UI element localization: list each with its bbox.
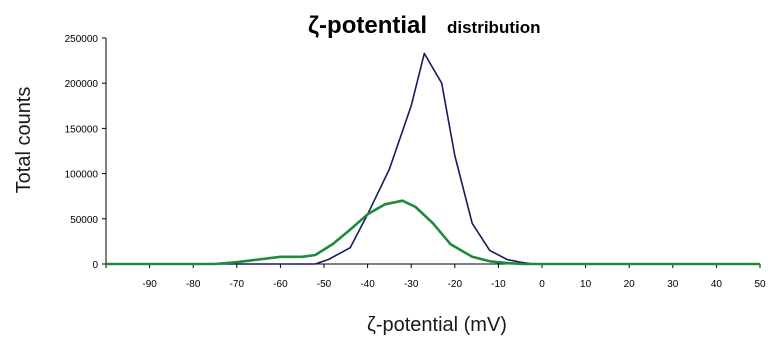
chart-title: ζ-potential bbox=[308, 12, 427, 39]
chart-subtitle: distribution bbox=[447, 18, 540, 37]
x-tick-label: 50 bbox=[754, 279, 766, 290]
x-tick-label: -90 bbox=[142, 279, 157, 290]
y-tick-label: 100000 bbox=[65, 170, 99, 181]
series-line-2 bbox=[106, 199, 760, 266]
series-line-1 bbox=[106, 52, 760, 265]
y-axis-label: Total counts bbox=[13, 87, 35, 194]
x-tick-label: -70 bbox=[230, 279, 245, 290]
x-tick-label: 40 bbox=[711, 279, 723, 290]
x-tick-label: 0 bbox=[539, 279, 545, 290]
x-tick-label: -80 bbox=[186, 279, 201, 290]
x-tick-label: -40 bbox=[360, 279, 375, 290]
y-tick-label: 150000 bbox=[65, 124, 99, 135]
x-tick-label: -30 bbox=[404, 279, 419, 290]
y-tick-label: 50000 bbox=[70, 215, 98, 226]
x-tick-label: 30 bbox=[667, 279, 679, 290]
x-tick-label: 10 bbox=[580, 279, 592, 290]
x-tick-label: -20 bbox=[448, 279, 463, 290]
y-tick-label: 0 bbox=[92, 260, 98, 271]
axes bbox=[105, 38, 760, 265]
y-tick-label: 250000 bbox=[65, 34, 99, 45]
x-tick-label: -50 bbox=[317, 279, 332, 290]
series-layer bbox=[106, 52, 760, 266]
y-tick-label: 200000 bbox=[65, 79, 99, 90]
y-axis-ticks: 0 50000 100000 150000 200000 250000 bbox=[65, 34, 106, 271]
x-axis-ticks: -90 -80 -70 -60 -50 -40 -30 -20 -10 0 10 20 30 40 50 bbox=[105, 264, 766, 290]
x-tick-label: 20 bbox=[624, 279, 636, 290]
x-tick-label: -60 bbox=[273, 279, 288, 290]
x-axis-label: ζ-potential (mV) bbox=[367, 314, 507, 336]
x-tick-label: -10 bbox=[491, 279, 506, 290]
